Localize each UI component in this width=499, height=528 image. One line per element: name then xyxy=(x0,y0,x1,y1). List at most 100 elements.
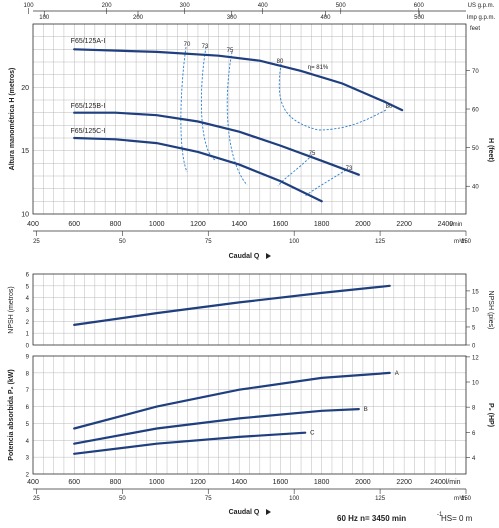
feet-axis-label: H (feet) xyxy=(487,138,494,162)
caudal-arrow-icon xyxy=(266,253,271,259)
bottom-flow-m3h-tick-label: 150 xyxy=(461,496,472,502)
flow-m3h-tick-label: 50 xyxy=(119,239,126,245)
power-tick-label: 8 xyxy=(26,371,30,377)
npsh-pies-tick-label: 5 xyxy=(472,325,476,331)
efficiency-label: 75 xyxy=(309,151,316,157)
feet-tick-label: 40 xyxy=(472,185,479,191)
flow-lpm-tick-label: 400 xyxy=(27,221,39,228)
power-hp-axis-label: P₂ (HP) xyxy=(487,403,494,427)
power-tick-label: 6 xyxy=(26,405,30,411)
efficiency-label: 75 xyxy=(227,48,234,54)
npsh-pies-tick-label: 15 xyxy=(472,289,479,295)
bottom-flow-m3h-tick-label: 50 xyxy=(119,496,126,502)
power-hp-tick-label: 10 xyxy=(472,381,479,387)
us-gpm-tick-label: 100 xyxy=(24,3,35,9)
bottom-flow-lpm-tick-label: 1600 xyxy=(273,479,289,486)
npsh-pies-axis-label: NPSH (pies) xyxy=(487,291,494,330)
npsh-tick-label: 5 xyxy=(26,284,30,290)
flow-lpm-tick-label: 1000 xyxy=(149,221,165,228)
npsh-curve xyxy=(73,284,391,326)
flow-lpm-tick-label: 2000 xyxy=(355,221,371,228)
imp-gpm-tick-label: 300 xyxy=(227,15,238,21)
speed-exponent: -1 xyxy=(437,512,443,518)
flow-m3h-unit-label: m³/h xyxy=(454,239,466,245)
bottom-flow-lpm-tick-label: 1000 xyxy=(149,479,165,486)
head-tick-label: 20 xyxy=(21,85,29,92)
head-tick-label: 10 xyxy=(21,212,29,219)
bottom-flow-lpm-tick-label: 1400 xyxy=(231,479,247,486)
efficiency-iso-curve xyxy=(304,169,347,197)
power-tick-label: 5 xyxy=(26,422,30,428)
imp-gpm-tick-label: 500 xyxy=(414,15,425,21)
us-gpm-tick-label: 400 xyxy=(258,3,269,9)
plot-frame xyxy=(32,23,467,215)
bottom-flow-m3h-unit-label: m³/h xyxy=(454,496,466,502)
imp-gpm-tick-label: 100 xyxy=(39,15,50,21)
flow-lpm-tick-label: 800 xyxy=(110,221,122,228)
flow-lpm-tick-label: 2400 xyxy=(438,221,454,228)
efficiency-iso-curve xyxy=(277,154,313,187)
us-gpm-tick-label: 500 xyxy=(336,3,347,9)
bottom-flow-lpm-tick-label: 2200 xyxy=(396,479,412,486)
power-curve xyxy=(73,408,360,445)
bottom-flow-lpm-tick-label: 400 xyxy=(27,479,39,486)
efficiency-label: 80 xyxy=(386,104,393,110)
curve-name-label: F65/125C-I xyxy=(70,128,105,135)
bottom-flow-m3h-tick-label: 100 xyxy=(289,496,300,502)
bottom-flow-m3h-tick-label: 125 xyxy=(375,496,386,502)
efficiency-label: 73 xyxy=(202,44,209,50)
bottom-flow-m3h-tick-label: 25 xyxy=(33,496,40,502)
plot-frame xyxy=(32,355,467,475)
bottom-flow-lpm-tick-label: 1200 xyxy=(190,479,206,486)
efficiency-iso-curve xyxy=(180,46,188,173)
npsh-pies-tick-label: 10 xyxy=(472,307,479,313)
flow-lpm-tick-label: 1800 xyxy=(314,221,330,228)
power-tick-label: 7 xyxy=(26,388,30,394)
flow-lpm-unit-label: l/min xyxy=(450,222,463,228)
efficiency-iso-curve xyxy=(278,63,387,131)
imp-gpm-unit-label: Imp g.p.m. xyxy=(467,15,496,21)
head-curve xyxy=(73,136,323,203)
feet-tick-label: 70 xyxy=(472,69,479,75)
us-gpm-tick-label: 600 xyxy=(414,3,425,9)
bottom-flow-m3h-tick-label: 75 xyxy=(205,496,212,502)
flow-lpm-tick-label: 1600 xyxy=(273,221,289,228)
efficiency-label: 73 xyxy=(346,166,353,172)
flow-m3h-tick-label: 100 xyxy=(289,239,300,245)
bottom-caudal-arrow-icon xyxy=(266,509,271,515)
power-hp-tick-label: 4 xyxy=(472,456,476,462)
efficiency-label: 70 xyxy=(184,42,191,48)
flow-m3h-tick-label: 150 xyxy=(461,239,472,245)
head-tick-label: 15 xyxy=(21,148,29,155)
power-tick-label: 9 xyxy=(26,355,30,361)
bottom-flow-lpm-tick-label: 2000 xyxy=(355,479,371,486)
flow-lpm-tick-label: 1400 xyxy=(231,221,247,228)
power-hp-tick-label: 8 xyxy=(472,406,476,412)
npsh-tick-label: 6 xyxy=(26,273,30,279)
bottom-flow-lpm-tick-label: 800 xyxy=(110,479,122,486)
us-gpm-unit-label: US g.p.m. xyxy=(468,3,495,9)
npsh-pies-tick-label: 0 xyxy=(472,344,476,350)
feet-tick-label: 60 xyxy=(472,108,479,114)
us-gpm-tick-label: 200 xyxy=(102,3,113,9)
flow-m3h-tick-label: 125 xyxy=(375,239,386,245)
head-curve xyxy=(73,48,404,112)
flow-m3h-tick-label: 75 xyxy=(205,239,212,245)
power-curve-label: B xyxy=(364,407,368,413)
caudal-axis-label: Caudal Q xyxy=(229,253,260,260)
power-hp-tick-label: 12 xyxy=(472,355,479,361)
flow-lpm-tick-label: 1200 xyxy=(190,221,206,228)
npsh-axis-label: NPSH (metros) xyxy=(8,286,15,333)
bottom-flow-lpm-tick-label: 2400l/min xyxy=(430,479,460,486)
feet-tick-label: 50 xyxy=(472,146,479,152)
power-curve-label: A xyxy=(395,371,399,377)
bottom-flow-lpm-tick-label: 600 xyxy=(68,479,80,486)
power-curve xyxy=(73,371,391,430)
npsh-tick-label: 2 xyxy=(26,320,30,326)
flow-lpm-tick-label: 600 xyxy=(68,221,80,228)
hs-label: HS= 0 m xyxy=(441,514,473,523)
flow-lpm-tick-label: 2200 xyxy=(396,221,412,228)
power-tick-label: 4 xyxy=(26,439,30,445)
power-curve-label: C xyxy=(310,431,315,437)
